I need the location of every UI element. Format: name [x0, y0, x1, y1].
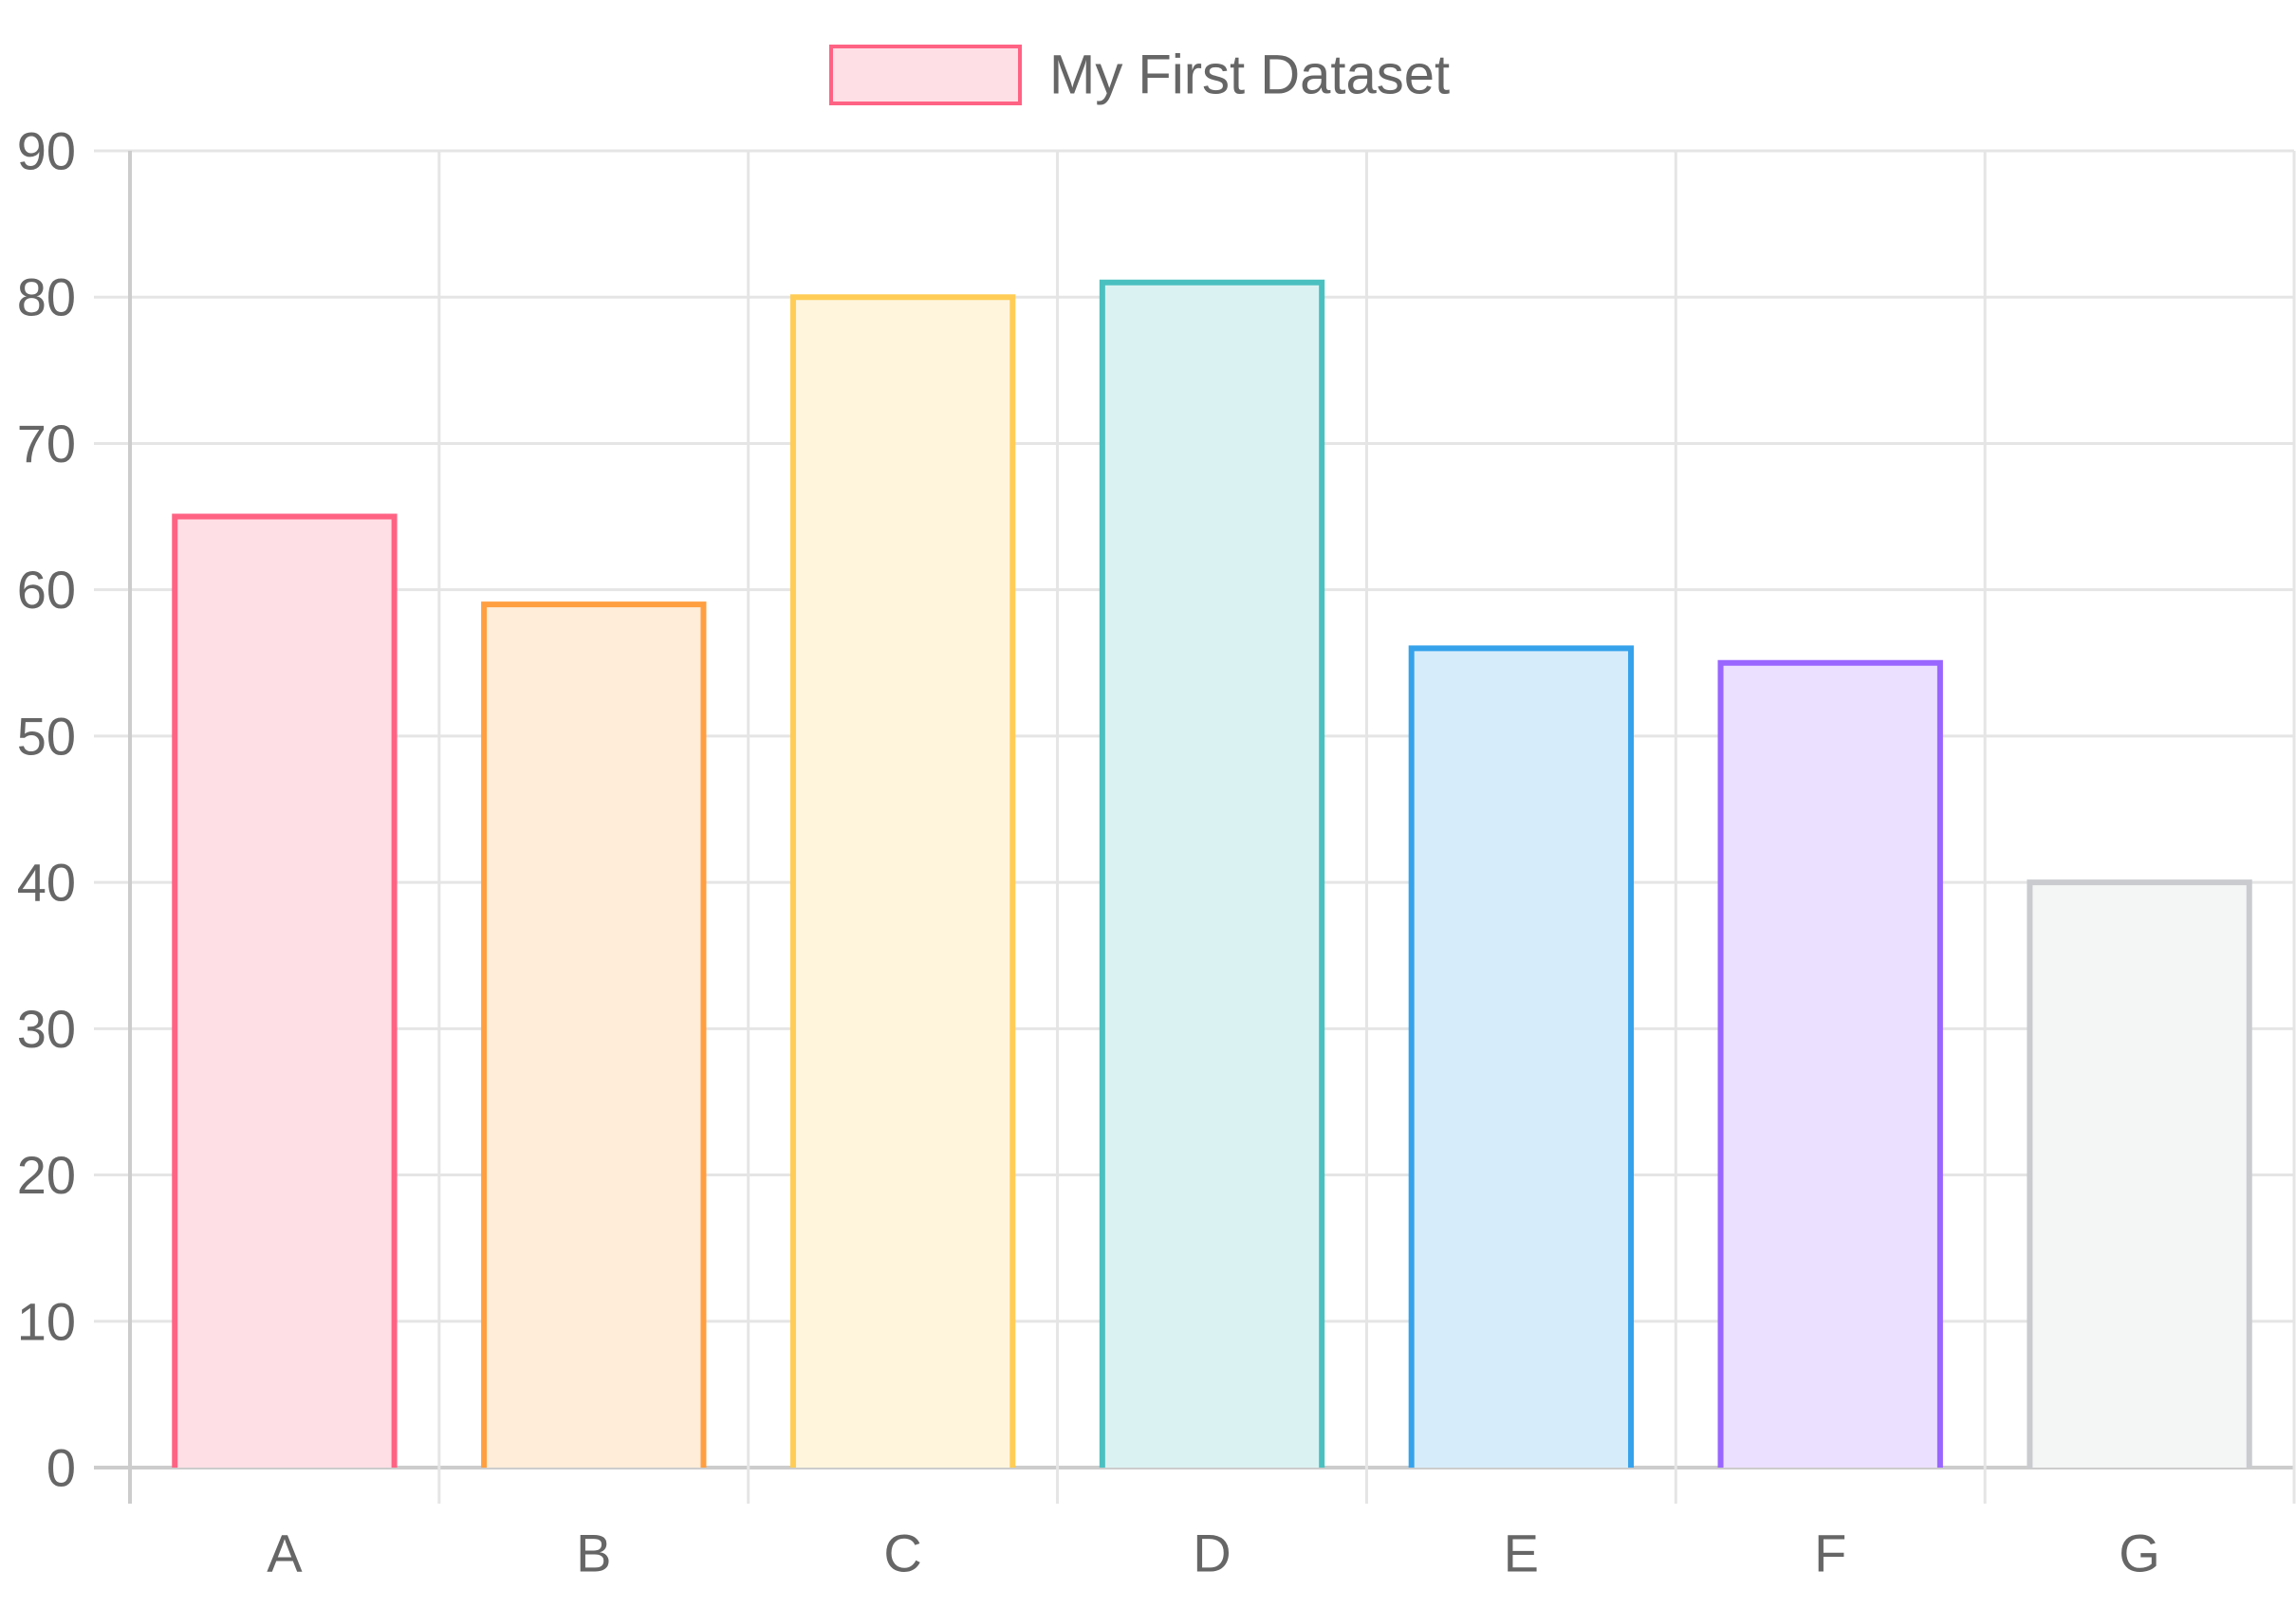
bar-fill[interactable] [175, 516, 395, 1468]
bar-fill[interactable] [1720, 662, 1940, 1468]
bar-C[interactable] [789, 294, 1016, 1469]
y-tick-label: 70 [17, 414, 76, 473]
y-tick-label: 0 [46, 1438, 76, 1498]
bar-F[interactable] [1717, 659, 1943, 1468]
x-tick-label: G [2119, 1524, 2160, 1583]
legend[interactable]: My First Dataset [829, 45, 1450, 106]
y-tick-label: 20 [17, 1145, 76, 1205]
x-tick-label: B [576, 1524, 611, 1583]
bar-E[interactable] [1408, 645, 1635, 1468]
bar-G[interactable] [2027, 879, 2252, 1468]
y-tick-label: 30 [17, 999, 76, 1059]
bar-fill[interactable] [2029, 882, 2250, 1468]
bar-border [1099, 279, 1325, 1468]
x-tick-label: E [1504, 1524, 1539, 1583]
bar-fill[interactable] [1411, 648, 1632, 1468]
bar-B[interactable] [481, 601, 707, 1468]
bar-fill[interactable] [1102, 282, 1323, 1468]
y-tick-label: 60 [17, 560, 76, 619]
bar-border [1717, 659, 1943, 1468]
bar-fill[interactable] [484, 604, 704, 1468]
bar-D[interactable] [1099, 279, 1325, 1468]
y-tick-label: 50 [17, 706, 76, 766]
bar-border [1408, 645, 1635, 1468]
bar-border [789, 294, 1016, 1468]
bars [172, 279, 2252, 1469]
y-tick-label: 40 [17, 853, 76, 913]
y-tick-label: 80 [17, 268, 76, 327]
x-axis-ticks: A B C D E F G [267, 1524, 2160, 1583]
bar-fill[interactable] [792, 297, 1013, 1469]
bar-border [172, 513, 398, 1468]
y-tick-label: 90 [17, 121, 76, 181]
x-tick-label: C [883, 1524, 921, 1583]
bar-A[interactable] [172, 513, 398, 1468]
y-axis-ticks: 0 10 20 30 40 50 60 70 80 90 [17, 121, 76, 1498]
x-tick-label: D [1193, 1524, 1231, 1583]
bar-border [481, 601, 707, 1468]
legend-swatch[interactable] [829, 45, 1022, 105]
bar-border [2027, 879, 2252, 1468]
legend-label[interactable]: My First Dataset [1049, 45, 1450, 106]
x-tick-label: A [267, 1524, 303, 1583]
x-tick-label: F [1814, 1524, 1846, 1583]
y-tick-label: 10 [17, 1291, 76, 1351]
